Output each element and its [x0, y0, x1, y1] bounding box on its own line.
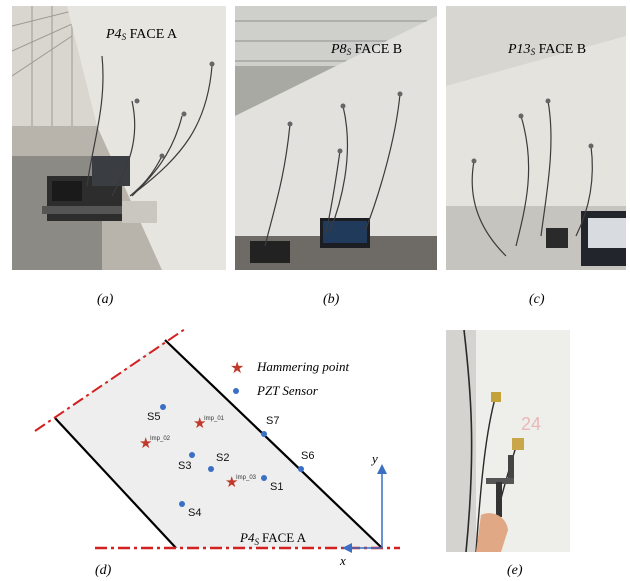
x-axis-arrow [342, 543, 352, 553]
legend-sensor-marker [233, 388, 239, 394]
caption-d: (d) [95, 563, 112, 578]
panel-face [55, 340, 382, 548]
sensor-s2 [208, 466, 214, 472]
sensor-s4 [179, 501, 185, 507]
photo-c-label: P13S FACE B [508, 42, 587, 57]
legend-sensor-label: PZT Sensor [256, 383, 319, 398]
svg-text:24: 24 [521, 414, 541, 434]
hammer-point-imp-03: ★ [225, 475, 238, 491]
hammer-label-imp-01: Imp_01 [204, 416, 225, 422]
sensor-s3 [189, 452, 195, 458]
cable [463, 330, 473, 552]
sensor-label-s1: S1 [270, 481, 283, 493]
sensor-s7 [261, 431, 267, 437]
sensor-s6 [298, 466, 304, 472]
caption-e: (e) [507, 563, 523, 578]
photo-b: P8S FACE B [235, 6, 437, 270]
panel-edge-right [164, 339, 383, 549]
y-axis-arrow [377, 464, 387, 474]
hammer-label-imp-02: Imp_02 [150, 436, 171, 442]
sensor-label-s6: S6 [301, 450, 314, 462]
hammer-point-imp-02: ★ [139, 436, 152, 452]
photo-a-label: P4S FACE A [106, 27, 178, 42]
sensor-label-s4: S4 [188, 507, 201, 519]
photo-e: 24 [446, 330, 570, 552]
panel-edge-left [54, 417, 177, 549]
hammer-point-imp-01: ★ [193, 416, 206, 432]
sensor-layout-diagram: y x ★ Hammering point PZT Sensor S5 S7 S3 S… [34, 328, 400, 568]
sensor-label-s5: S5 [147, 411, 160, 423]
hammer-label-imp-03: Imp_03 [236, 475, 257, 481]
cut-line-top [34, 328, 186, 432]
legend-hammer-marker: ★ [230, 360, 244, 377]
caption-a: (a) [97, 292, 114, 307]
axis-x-label: x [339, 553, 346, 568]
legend-hammer-label: Hammering point [256, 359, 349, 374]
photo-c: P13S FACE B [446, 6, 626, 270]
photo-b-label: P8S FACE B [331, 42, 403, 57]
face-label: P4S FACE A [239, 530, 307, 547]
caption-c: (c) [529, 292, 545, 307]
caption-b: (b) [323, 292, 340, 307]
photo-a: P4S FACE A [12, 6, 226, 270]
sensor-label-s2: S2 [216, 452, 229, 464]
sensor-label-s7: S7 [266, 415, 279, 427]
sensor-s5 [160, 404, 166, 410]
legend: ★ Hammering point PZT Sensor [230, 359, 349, 398]
axis-y-label: y [370, 451, 378, 466]
sensor-label-s3: S3 [178, 460, 191, 472]
sensor-s1 [261, 475, 267, 481]
